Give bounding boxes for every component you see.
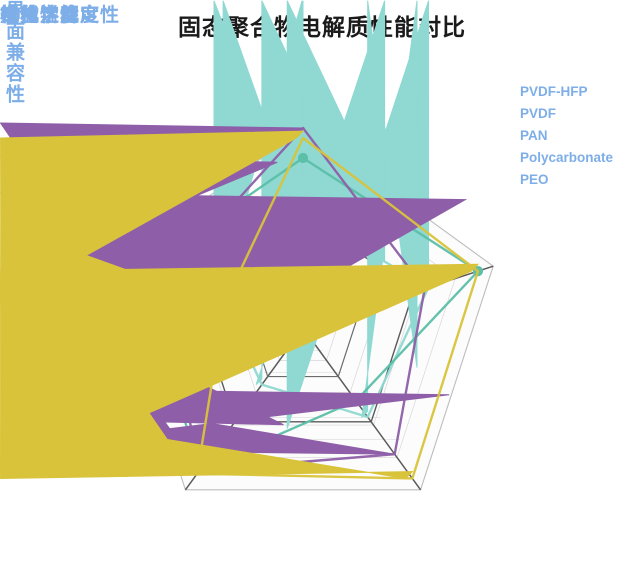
legend-marker-diamond [478,168,512,190]
axis-label-left: 界面兼容性 [3,0,24,105]
axis-label-bottom-right: 电化学稳定性 [0,5,121,26]
legend-item[interactable]: PVDF [478,102,613,124]
axis-label-right: 机械性能 [0,5,81,26]
axis-label-top: 锂盐溶解度 [0,5,101,26]
legend-marker-triangle-up [478,124,512,146]
legend-marker-triangle-down [478,146,512,168]
legend-item[interactable]: PEO [478,168,613,190]
legend-item[interactable]: PAN [478,124,613,146]
radar-series [0,0,484,480]
chart-legend: PVDF-HFP PVDF PAN Polycarbonate PEO [478,80,613,190]
legend-marker-circle [478,102,512,124]
series-pan [0,130,480,480]
legend-label: Polycarbonate [520,149,614,165]
legend-label: PEO [520,171,549,187]
legend-marker-star [478,80,512,102]
legend-label: PVDF-HFP [520,83,588,99]
legend-item[interactable]: PVDF-HFP [478,80,613,102]
legend-item[interactable]: Polycarbonate [478,146,613,168]
axis-label-bottom-left: 热稳定性 [0,5,81,26]
legend-label: PVDF [520,105,557,121]
legend-label: PAN [520,127,548,143]
